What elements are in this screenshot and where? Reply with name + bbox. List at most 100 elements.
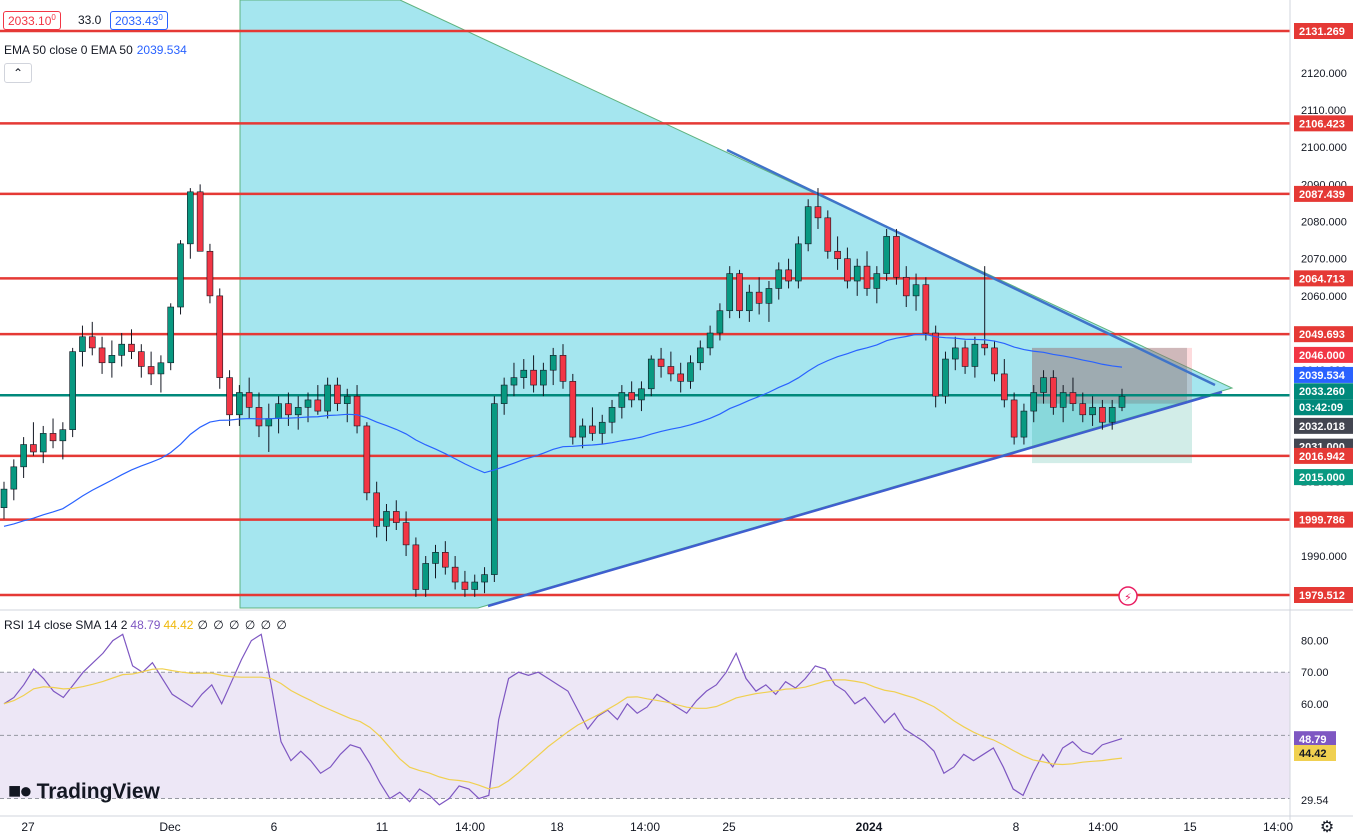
price-label-bg bbox=[1294, 23, 1353, 39]
ema-legend[interactable]: EMA 50 close 0 EMA 50 2039.534 bbox=[4, 43, 187, 57]
candle bbox=[334, 377, 341, 412]
candle bbox=[589, 407, 596, 441]
sell-price-box[interactable]: 2033.100 bbox=[3, 11, 61, 30]
candle-body bbox=[1118, 395, 1126, 408]
buy-price-box[interactable]: 2033.430 bbox=[110, 11, 168, 30]
candle-body bbox=[1059, 392, 1067, 408]
price-label-level: 2016.942 bbox=[1294, 447, 1353, 464]
settings-icon[interactable]: ⚙ bbox=[1319, 819, 1335, 836]
collapse-legend-button[interactable]: ⌃ bbox=[4, 63, 32, 83]
candle-body bbox=[608, 407, 616, 423]
candle-body bbox=[49, 433, 57, 442]
candle-body bbox=[383, 511, 390, 527]
time-axis-tick: 25 bbox=[722, 820, 736, 834]
candle-body bbox=[824, 217, 832, 252]
rsi-line bbox=[3, 633, 1123, 806]
candle-body bbox=[657, 358, 665, 367]
candle-body bbox=[1108, 407, 1116, 423]
candle-body bbox=[157, 362, 165, 375]
candle-body bbox=[951, 347, 959, 360]
candle-body bbox=[628, 392, 635, 401]
candle bbox=[1010, 392, 1018, 445]
candle bbox=[991, 340, 998, 382]
spread-value: 33.0 bbox=[78, 13, 102, 27]
candle-body bbox=[991, 347, 998, 375]
candle bbox=[687, 355, 694, 389]
price-label-text: 2049.693 bbox=[1299, 329, 1345, 341]
candle bbox=[402, 511, 410, 557]
candle-body bbox=[589, 425, 596, 434]
candle-body bbox=[647, 358, 655, 390]
candle bbox=[432, 544, 439, 579]
candle-body bbox=[834, 250, 841, 260]
candle-body bbox=[1001, 373, 1008, 401]
candle-body bbox=[902, 276, 910, 297]
rsi-legend[interactable]: RSI 14 close SMA 14 2 48.79 44.42 ∅ ∅ ∅ ∅ ∅… bbox=[4, 618, 288, 632]
candle-body bbox=[206, 250, 214, 297]
candle bbox=[932, 325, 939, 408]
candle bbox=[746, 284, 753, 322]
candle bbox=[942, 351, 949, 404]
candle-body bbox=[491, 403, 498, 575]
candle-body bbox=[245, 392, 253, 408]
candle bbox=[314, 385, 322, 415]
candle bbox=[785, 258, 792, 289]
candle bbox=[912, 273, 920, 311]
rsi-value-label-bg bbox=[1294, 731, 1336, 748]
time-axis-tick: 14:00 bbox=[1088, 820, 1118, 834]
candle bbox=[128, 329, 135, 360]
candle bbox=[461, 570, 469, 597]
price-label-level: 1979.512 bbox=[1294, 587, 1353, 603]
candle bbox=[451, 556, 459, 590]
candle bbox=[540, 362, 547, 397]
time-axis-tick: Dec bbox=[159, 820, 180, 834]
rsi-value-label-bg bbox=[1294, 744, 1336, 761]
candle-body bbox=[412, 544, 420, 590]
candle-body bbox=[147, 366, 155, 375]
candle-body bbox=[804, 206, 812, 245]
candle bbox=[137, 344, 145, 378]
candle-body bbox=[196, 191, 204, 252]
price-label-text: 2087.439 bbox=[1299, 189, 1345, 201]
candle-body bbox=[402, 522, 410, 546]
candle bbox=[520, 359, 528, 389]
candle bbox=[1059, 385, 1067, 423]
candle bbox=[853, 258, 861, 296]
rsi-axis-tick: 60.00 bbox=[1301, 699, 1329, 711]
candle-body bbox=[226, 377, 233, 416]
candle-body bbox=[343, 395, 351, 404]
candle-body bbox=[706, 332, 714, 349]
price-label-bg bbox=[1294, 185, 1353, 202]
buy-price: 2033.43 bbox=[115, 14, 159, 28]
candle bbox=[510, 362, 518, 397]
price-label-bg bbox=[1294, 399, 1353, 416]
candle-body bbox=[726, 273, 734, 312]
candle bbox=[1069, 377, 1077, 412]
candle-body bbox=[638, 388, 645, 401]
candle-body bbox=[334, 384, 341, 404]
price-label-bg bbox=[1294, 270, 1353, 287]
lower-trend-line bbox=[487, 390, 1223, 608]
time-axis-tick: 14:00 bbox=[455, 820, 485, 834]
candle-body bbox=[422, 563, 430, 590]
candle-body bbox=[775, 269, 783, 289]
candle bbox=[285, 392, 292, 426]
price-label-bg bbox=[1294, 346, 1353, 363]
candle-body bbox=[696, 347, 704, 364]
candle bbox=[647, 355, 655, 397]
candle bbox=[922, 277, 930, 341]
candle bbox=[39, 425, 47, 464]
candle bbox=[657, 347, 665, 378]
candle bbox=[706, 325, 714, 356]
candle bbox=[1108, 399, 1116, 430]
time-axis-tick: 14:00 bbox=[1263, 820, 1293, 834]
tradingview-logo[interactable]: ■● TradingView bbox=[8, 778, 160, 804]
candle bbox=[1030, 385, 1038, 423]
candle-body bbox=[510, 377, 518, 386]
candle-body bbox=[1040, 377, 1047, 393]
lightning-icon bbox=[1118, 586, 1138, 606]
price-label-entry: 2032.018 bbox=[1294, 417, 1353, 434]
candle-body bbox=[873, 273, 881, 289]
candle-body bbox=[88, 336, 96, 349]
